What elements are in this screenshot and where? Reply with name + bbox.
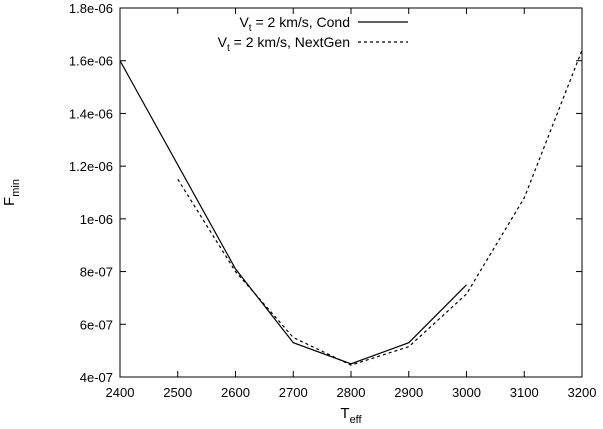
legend-entry-cond: Vt = 2 km/s, Cond: [239, 14, 408, 34]
legend-label-nextgen-rest: = 2 km/s, NextGen: [230, 34, 350, 50]
y-tick-labels: 4e-07 6e-07 8e-07 1e-06 1.2e-06 1.4e-06 1.6e-0…: [69, 1, 113, 385]
x-tick-label: 3200: [568, 385, 597, 400]
legend-label-nextgen-sub: t: [227, 43, 230, 54]
legend-label-cond-v: V: [239, 14, 249, 30]
x-tick-label: 2400: [106, 385, 135, 400]
y-tick-label: 8e-07: [80, 265, 113, 280]
axis-ticks: [119, 7, 583, 378]
series-line-cond: [119, 60, 467, 365]
x-tick-label: 2700: [279, 385, 308, 400]
x-tick-label: 3100: [510, 385, 539, 400]
x-tick-label: 2900: [394, 385, 423, 400]
y-axis-label: Fmin: [1, 179, 22, 206]
legend-label-nextgen: Vt = 2 km/s, NextGen: [218, 34, 350, 54]
y-tick-label: 1.6e-06: [69, 54, 113, 69]
x-tick-label: 2600: [221, 385, 250, 400]
x-tick-labels: 2400 2500 2600 2700 2800 2900 3000 3100 3200: [106, 385, 597, 400]
series-layer: [119, 49, 583, 366]
x-tick-label: 3000: [452, 385, 481, 400]
legend-entry-nextgen: Vt = 2 km/s, NextGen: [218, 34, 408, 54]
x-tick-label: 2800: [337, 385, 366, 400]
x-axis-label-main: T: [340, 405, 349, 422]
legend-label-cond-sub: t: [249, 23, 252, 34]
x-axis-label: Teff: [340, 405, 362, 426]
legend: Vt = 2 km/s, Cond Vt = 2 km/s, NextGen: [218, 14, 408, 54]
y-tick-label: 1.2e-06: [69, 159, 113, 174]
y-axis-label-sub: min: [10, 179, 22, 197]
y-tick-label: 1e-06: [80, 212, 113, 227]
x-tick-label: 2500: [163, 385, 192, 400]
series-line-nextgen: [177, 49, 583, 366]
y-tick-label: 6e-07: [80, 317, 113, 332]
y-tick-label: 1.8e-06: [69, 1, 113, 16]
y-tick-label: 4e-07: [80, 370, 113, 385]
legend-label-nextgen-v: V: [218, 34, 228, 50]
plot-frame: [119, 7, 583, 378]
y-tick-label: 1.4e-06: [69, 106, 113, 121]
legend-label-cond: Vt = 2 km/s, Cond: [239, 14, 350, 34]
y-axis-label-main: F: [1, 197, 18, 206]
x-axis-label-sub: eff: [350, 414, 363, 426]
legend-label-cond-rest: = 2 km/s, Cond: [252, 14, 350, 30]
